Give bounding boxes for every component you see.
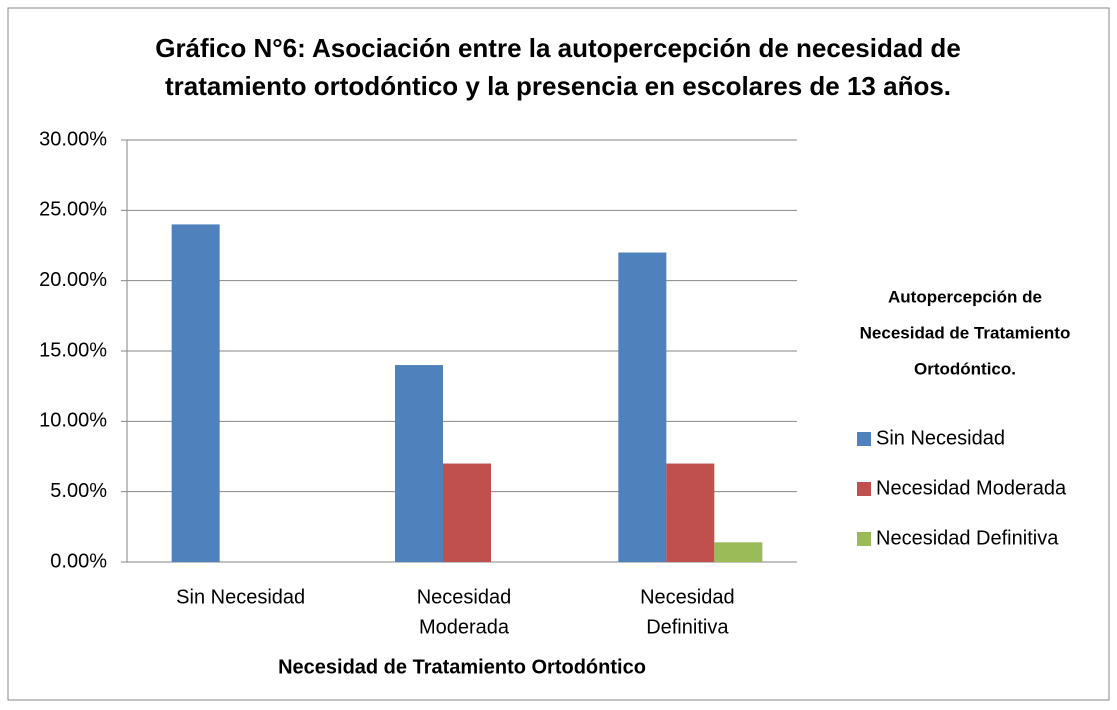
y-tick-label: 10.00% — [39, 410, 107, 432]
chart-title: Gráfico N°6: Asociación entre la autoper… — [155, 33, 961, 63]
bar — [443, 463, 491, 562]
x-tick-label: Necesidad — [417, 586, 512, 608]
legend-title: Ortodóntico. — [914, 359, 1016, 378]
bar — [714, 542, 763, 562]
bar — [395, 365, 443, 562]
chart-title: tratamiento ortodóntico y la presencia e… — [165, 71, 951, 101]
bar — [666, 463, 715, 562]
legend-title: Necesidad de Tratamiento — [860, 323, 1071, 342]
x-tick-label: Moderada — [419, 616, 510, 638]
y-tick-label: 30.00% — [39, 128, 107, 150]
x-tick-label: Necesidad — [640, 586, 735, 608]
y-tick-label: 20.00% — [39, 269, 107, 291]
y-tick-label: 25.00% — [39, 199, 107, 221]
x-tick-label: Definitiva — [646, 616, 729, 638]
legend-label: Sin Necesidad — [876, 427, 1005, 449]
legend-swatch — [857, 482, 871, 496]
x-axis-label: Necesidad de Tratamiento Ortodóntico — [278, 656, 646, 678]
x-tick-label: Sin Necesidad — [176, 586, 305, 608]
bar — [171, 224, 220, 562]
legend-title: Autopercepción de — [888, 287, 1042, 306]
bar — [618, 252, 667, 563]
legend-label: Necesidad Moderada — [876, 477, 1067, 499]
y-tick-label: 5.00% — [50, 480, 107, 502]
legend-swatch — [857, 432, 871, 446]
legend-label: Necesidad Definitiva — [876, 527, 1059, 549]
y-tick-label: 15.00% — [39, 339, 107, 361]
y-tick-label: 0.00% — [50, 550, 107, 572]
legend-swatch — [857, 532, 871, 546]
